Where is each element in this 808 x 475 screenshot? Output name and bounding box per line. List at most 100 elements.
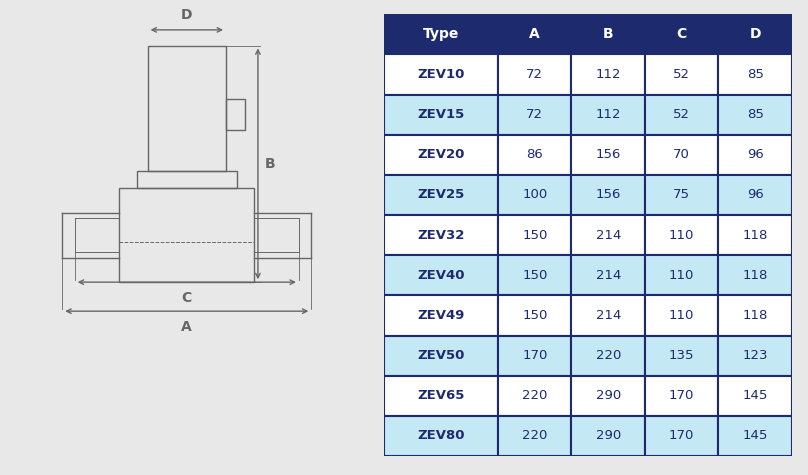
Bar [571, 14, 645, 55]
Text: C: C [182, 291, 192, 305]
Text: 72: 72 [526, 108, 543, 121]
Text: 70: 70 [673, 148, 690, 162]
Bar [718, 335, 792, 376]
Bar [384, 255, 498, 295]
Text: C: C [676, 28, 687, 41]
Text: B: B [603, 28, 613, 41]
Text: ZEV10: ZEV10 [417, 68, 465, 81]
Text: B: B [265, 157, 276, 171]
Text: 170: 170 [522, 349, 548, 362]
Bar [498, 14, 571, 55]
Bar [384, 376, 498, 416]
Bar [498, 255, 571, 295]
Bar [384, 295, 498, 335]
Bar [571, 376, 645, 416]
Text: ZEV50: ZEV50 [417, 349, 465, 362]
Text: 220: 220 [522, 389, 548, 402]
Text: 118: 118 [743, 228, 768, 242]
Text: 150: 150 [522, 269, 548, 282]
Bar [571, 295, 645, 335]
Text: 85: 85 [747, 108, 764, 121]
Bar [645, 215, 718, 255]
Text: ZEV40: ZEV40 [417, 269, 465, 282]
Text: 214: 214 [595, 269, 621, 282]
Text: 72: 72 [526, 68, 543, 81]
Text: 220: 220 [595, 349, 621, 362]
Text: 52: 52 [673, 68, 690, 81]
Bar [571, 135, 645, 175]
Bar [498, 335, 571, 376]
Bar [384, 416, 498, 456]
Text: 290: 290 [595, 389, 621, 402]
Text: 170: 170 [669, 429, 694, 442]
Bar [384, 14, 498, 55]
Bar [148, 46, 226, 171]
Bar [226, 99, 246, 130]
Text: 156: 156 [595, 189, 621, 201]
Text: 85: 85 [747, 68, 764, 81]
Bar [645, 416, 718, 456]
Bar [718, 215, 792, 255]
Bar [498, 416, 571, 456]
Bar [498, 295, 571, 335]
Text: 112: 112 [595, 108, 621, 121]
Bar [571, 215, 645, 255]
Bar [645, 14, 718, 55]
Bar [718, 175, 792, 215]
Text: 110: 110 [669, 269, 694, 282]
Text: 86: 86 [526, 148, 543, 162]
Text: 214: 214 [595, 309, 621, 322]
Bar [645, 135, 718, 175]
Text: 118: 118 [743, 309, 768, 322]
Text: 52: 52 [673, 108, 690, 121]
Text: 100: 100 [522, 189, 547, 201]
Bar [571, 95, 645, 135]
Bar [384, 135, 498, 175]
Text: ZEV80: ZEV80 [417, 429, 465, 442]
Text: 290: 290 [595, 429, 621, 442]
Bar [137, 171, 237, 189]
Text: 112: 112 [595, 68, 621, 81]
Bar [120, 189, 255, 282]
Bar [718, 376, 792, 416]
Text: A: A [529, 28, 541, 41]
Bar [645, 95, 718, 135]
Text: 75: 75 [673, 189, 690, 201]
Bar [718, 255, 792, 295]
Text: 150: 150 [522, 309, 548, 322]
Text: 96: 96 [747, 148, 764, 162]
Text: A: A [182, 320, 192, 334]
Text: 156: 156 [595, 148, 621, 162]
Text: 96: 96 [747, 189, 764, 201]
Bar [571, 255, 645, 295]
Bar [498, 215, 571, 255]
Text: 118: 118 [743, 269, 768, 282]
Text: 170: 170 [669, 389, 694, 402]
Bar [384, 95, 498, 135]
Bar [718, 416, 792, 456]
Text: 110: 110 [669, 228, 694, 242]
Bar [498, 376, 571, 416]
Bar [384, 175, 498, 215]
Bar [498, 95, 571, 135]
Text: D: D [749, 28, 761, 41]
Text: 145: 145 [743, 429, 768, 442]
Bar [645, 295, 718, 335]
Bar [498, 55, 571, 95]
Text: 145: 145 [743, 389, 768, 402]
Text: Type: Type [423, 28, 459, 41]
Bar [718, 55, 792, 95]
Text: ZEV32: ZEV32 [417, 228, 465, 242]
Bar [645, 255, 718, 295]
Text: ZEV15: ZEV15 [417, 108, 465, 121]
Bar [718, 95, 792, 135]
Bar [718, 135, 792, 175]
Text: D: D [181, 8, 192, 22]
Bar [384, 215, 498, 255]
Bar [645, 175, 718, 215]
Bar [718, 14, 792, 55]
Text: ZEV20: ZEV20 [417, 148, 465, 162]
Text: 150: 150 [522, 228, 548, 242]
Text: ZEV25: ZEV25 [417, 189, 465, 201]
Bar [384, 335, 498, 376]
